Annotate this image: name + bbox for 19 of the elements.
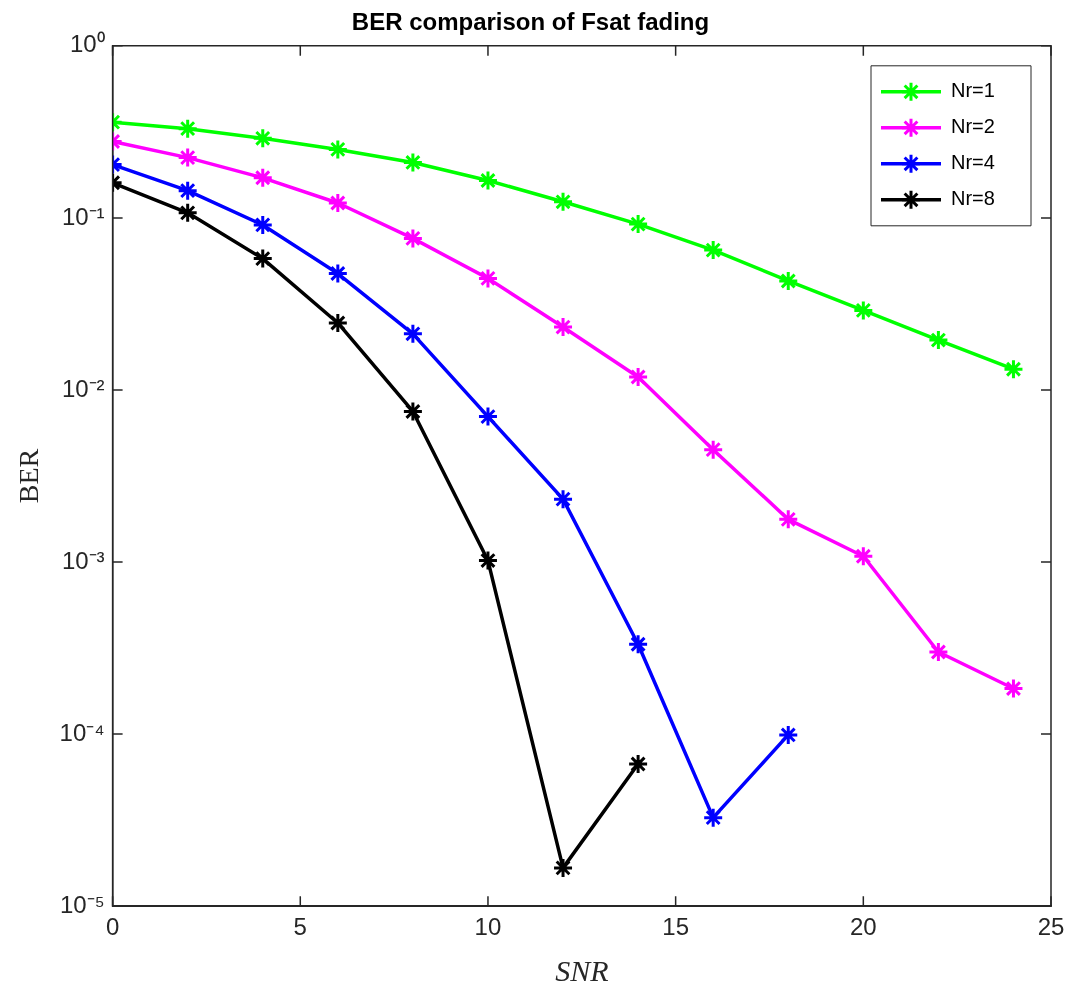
y-tick-label: 10⁻³ (61, 546, 105, 574)
y-tick-label: 10⁻⁴ (59, 718, 105, 746)
x-tick-label: 10 (474, 913, 502, 941)
legend-label: Nr=2 (951, 115, 995, 138)
x-tick-label: 5 (293, 913, 307, 941)
y-axis-title: BER (13, 448, 45, 504)
y-tick-label: 10⁻⁵ (59, 890, 105, 918)
y-tick-label: 10⁻² (61, 374, 105, 402)
legend-label: Nr=4 (951, 151, 995, 174)
x-tick-label: 25 (1037, 913, 1065, 941)
y-tick-label: 10⁻¹ (61, 202, 105, 230)
y-tick-label: 10⁰ (69, 30, 105, 58)
x-axis-title: SNR (555, 953, 609, 987)
legend-label: Nr=8 (951, 187, 995, 210)
x-tick-label: 20 (849, 913, 877, 941)
legend-label: Nr=1 (951, 79, 995, 102)
chart-title: BER comparison of Fsat fading (351, 8, 710, 36)
x-tick-label: 0 (105, 913, 120, 941)
x-tick-label: 15 (662, 913, 689, 941)
